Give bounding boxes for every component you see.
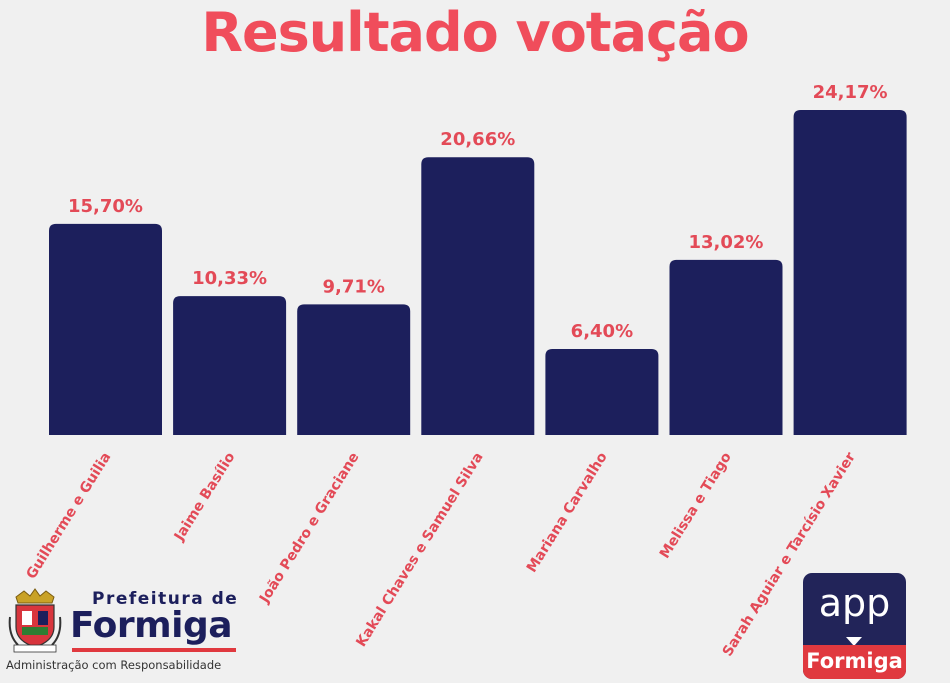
app-logo-bottom-text: Formiga — [803, 645, 906, 679]
value-label-2: 9,71% — [322, 276, 384, 297]
category-label-1: Jaime Basílio — [171, 449, 239, 544]
value-label-6: 24,17% — [813, 82, 888, 103]
bar-2 — [297, 304, 411, 435]
chart-title: Resultado votação — [201, 1, 749, 64]
prefeitura-logo: Prefeitura de Formiga Administração com … — [4, 585, 249, 680]
app-formiga-logo: app Formiga — [803, 573, 906, 679]
bar-4 — [545, 348, 659, 435]
value-label-0: 15,70% — [68, 196, 143, 217]
category-label-3: Kakal Chaves e Samuel Silva — [353, 450, 486, 650]
app-logo-pointer — [846, 637, 862, 646]
city-crest-icon — [8, 588, 62, 653]
category-label-2: João Pedro e Graciane — [256, 450, 362, 607]
org-underline — [72, 648, 236, 652]
org-prefix: Prefeitura de — [92, 589, 239, 609]
category-label-5: Melissa e Tiago — [657, 449, 735, 561]
org-name: Formiga — [70, 605, 233, 646]
bar-3 — [421, 157, 535, 435]
category-label-0: Guilherme e Guilia — [23, 450, 114, 582]
bar-6 — [793, 110, 907, 435]
app-logo-top-text: app — [818, 581, 891, 625]
bar-5 — [669, 259, 783, 435]
value-label-5: 13,02% — [689, 232, 764, 253]
bar-1 — [173, 296, 287, 435]
bar-0 — [49, 223, 162, 435]
org-tagline: Administração com Responsabilidade — [6, 658, 222, 672]
value-label-3: 20,66% — [440, 129, 515, 150]
category-label-4: Mariana Carvalho — [524, 449, 611, 575]
value-label-4: 6,40% — [571, 321, 633, 342]
value-label-1: 10,33% — [192, 268, 267, 289]
